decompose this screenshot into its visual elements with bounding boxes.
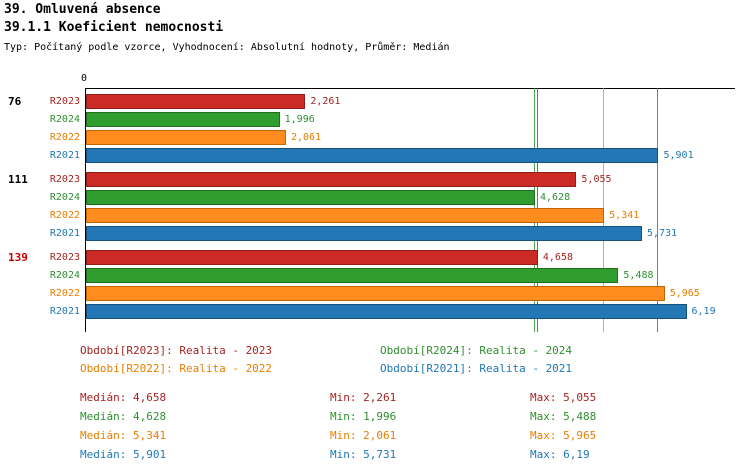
bar-r2024 xyxy=(86,268,619,283)
group-label: 76 xyxy=(8,95,22,108)
stat-r2023-median: Medián: 4,658 xyxy=(80,391,167,404)
bar-r2024 xyxy=(86,112,280,127)
x-axis-line xyxy=(85,88,735,89)
stat-r2022-max: Max: 5,965 xyxy=(530,429,597,442)
median-line-r2021 xyxy=(657,88,659,332)
axis-origin-label: 0 xyxy=(81,73,88,84)
bar-value-label: 2,061 xyxy=(290,132,322,143)
bar-value-label: 4,628 xyxy=(539,192,571,203)
series-label: R2021 xyxy=(49,306,80,317)
bar-value-label: 1,996 xyxy=(284,114,315,125)
series-label: R2023 xyxy=(49,96,80,107)
series-label: R2022 xyxy=(49,210,80,221)
stat-r2022-min: Min: 2,061 xyxy=(330,429,397,442)
bar-r2021 xyxy=(86,148,659,163)
legend-item-r2021: Období[R2021]: Realita - 2021 xyxy=(380,362,573,375)
series-label: R2024 xyxy=(49,192,80,203)
series-label: R2023 xyxy=(49,174,80,185)
series-label: R2021 xyxy=(49,228,80,239)
stat-r2024-min: Min: 1,996 xyxy=(330,410,397,423)
bar-r2021 xyxy=(86,226,642,241)
bar-value-label: 5,965 xyxy=(669,288,700,299)
stat-r2024-median: Medián: 4,628 xyxy=(80,410,167,423)
bar-r2024 xyxy=(86,190,535,205)
group-label: 111 xyxy=(8,173,28,186)
legend-item-r2024: Období[R2024]: Realita - 2024 xyxy=(380,344,573,357)
series-label: R2021 xyxy=(49,150,80,161)
stat-r2023-min: Min: 2,261 xyxy=(330,391,397,404)
bar-r2023 xyxy=(86,94,306,109)
stat-r2023-max: Max: 5,055 xyxy=(530,391,597,404)
group-label: 139 xyxy=(8,251,28,264)
series-label: R2023 xyxy=(49,252,80,263)
bar-value-label: 5,341 xyxy=(609,210,640,221)
bar-value-label: 6,19 xyxy=(691,306,716,317)
bar-r2022 xyxy=(86,286,665,301)
stat-r2022-median: Medián: 5,341 xyxy=(80,429,167,442)
stat-r2021-min: Min: 5,731 xyxy=(330,448,397,461)
legend-item-r2023: Období[R2023]: Realita - 2023 xyxy=(80,344,273,357)
report-subtitle: 39.1.1 Koeficient nemocnosti xyxy=(4,20,224,35)
stat-r2021-max: Max: 6,19 xyxy=(530,448,590,461)
bar-value-label: 5,901 xyxy=(663,150,694,161)
bar-value-label: 5,731 xyxy=(646,228,678,239)
bar-value-label: 5,488 xyxy=(623,270,654,281)
y-axis-line xyxy=(85,88,86,332)
report-title: 39. Omluvená absence xyxy=(4,2,161,17)
bar-r2023 xyxy=(86,172,577,187)
series-label: R2024 xyxy=(49,114,80,125)
legend-item-r2022: Období[R2022]: Realita - 2022 xyxy=(80,362,273,375)
series-label: R2022 xyxy=(49,288,80,299)
bar-r2023 xyxy=(86,250,538,265)
bar-r2022 xyxy=(86,130,286,145)
bar-value-label: 5,055 xyxy=(581,174,612,185)
series-label: R2022 xyxy=(49,132,80,143)
stat-r2024-max: Max: 5,488 xyxy=(530,410,597,423)
bar-value-label: 2,261 xyxy=(310,96,341,107)
series-label: R2024 xyxy=(49,270,80,281)
bar-r2021 xyxy=(86,304,687,319)
bar-r2022 xyxy=(86,208,605,223)
stat-r2021-median: Medián: 5,901 xyxy=(80,448,167,461)
report-meta: Typ: Počítaný podle vzorce, Vyhodnocení:… xyxy=(4,42,450,53)
bar-value-label: 4,658 xyxy=(542,252,573,263)
